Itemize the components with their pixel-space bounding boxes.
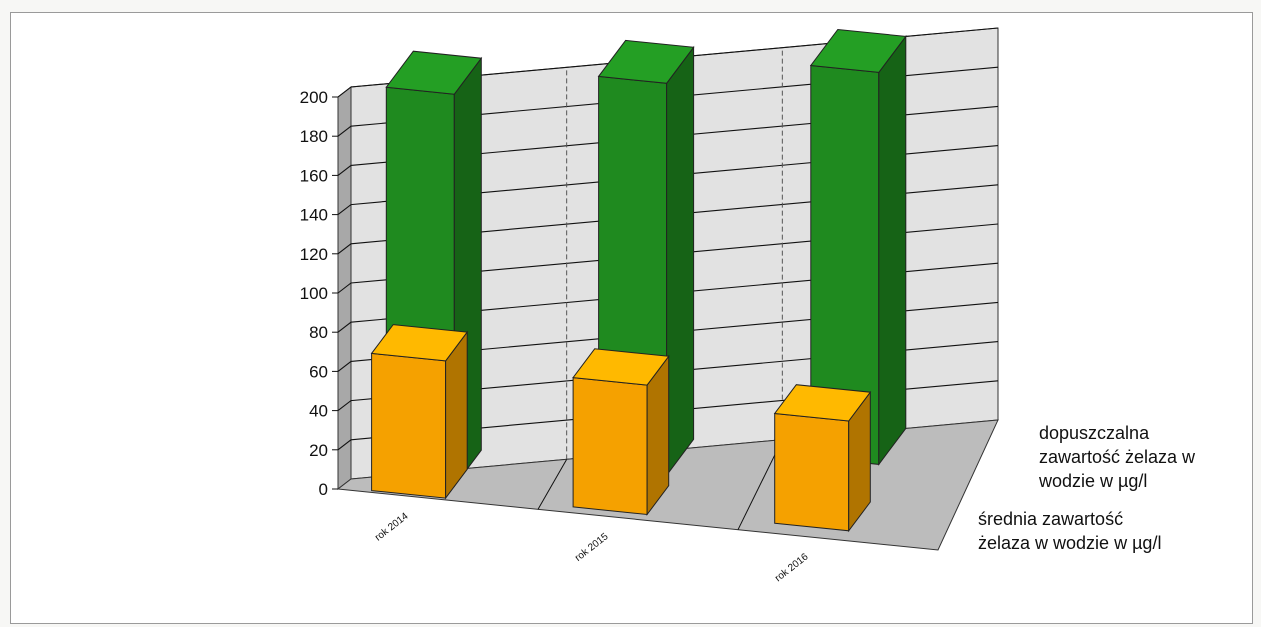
legend-entry: dopuszczalna zawartość żelaza w wodzie w µ… — [1038, 423, 1196, 491]
bar-srednia-0 — [370, 324, 469, 500]
legend-line: średnia zawartość — [978, 509, 1123, 529]
legend-line: zawartość żelaza w — [1039, 447, 1196, 467]
bar-srednia-0-front — [371, 352, 447, 499]
bar-dopuszczalna-2-side — [878, 34, 907, 466]
bar-dopuszczalna-2 — [809, 28, 907, 466]
bar-srednia-2 — [773, 384, 872, 533]
legend-line: wodzie w µg/l — [1038, 471, 1147, 491]
legend-line: żelaza w wodzie w µg/l — [978, 533, 1161, 553]
chart-svg: 0 20 40 60 80 100 120 140 160 180 200 rok 2014 rok … — [300, 27, 1196, 584]
bar-srednia-1-front — [572, 377, 648, 516]
bar-dopuszczalna-1-side — [666, 45, 695, 477]
y-tick-label: 180 — [300, 127, 328, 146]
x-tick-label: rok 2015 — [573, 531, 611, 564]
bar-srednia-1 — [572, 348, 670, 516]
bar-srednia-2-front — [774, 412, 850, 532]
y-axis-ticks: 0 20 40 60 80 100 120 140 160 180 200 — [300, 88, 338, 499]
y-tick-label: 160 — [300, 166, 328, 185]
y-tick-label: 200 — [300, 88, 328, 107]
y-tick-label: 100 — [300, 284, 328, 303]
legend-entry: średnia zawartość żelaza w wodzie w µg/l — [978, 509, 1161, 553]
x-tick-label: rok 2014 — [373, 511, 411, 544]
floor-divider — [537, 459, 568, 510]
y-tick-label: 60 — [309, 362, 328, 381]
bar-srednia-0-top — [370, 324, 469, 362]
bar-dopuszczalna-2-top — [809, 28, 907, 73]
y-tick-label: 120 — [300, 245, 328, 264]
gridline — [337, 301, 999, 372]
bar-srednia-1-top — [572, 348, 670, 386]
gridline — [337, 341, 999, 412]
y-tick-label: 0 — [319, 480, 328, 499]
legend-line: dopuszczalna — [1039, 423, 1150, 443]
bar-dopuszczalna-1-top — [597, 39, 695, 84]
bar-dopuszczalna-0-top — [385, 50, 483, 95]
gridline — [337, 27, 999, 98]
x-tick-label: rok 2016 — [773, 551, 811, 584]
chart-bars — [370, 28, 907, 533]
gridline — [337, 380, 999, 451]
y-tick-label: 80 — [309, 323, 328, 342]
y-tick-label: 40 — [309, 402, 328, 421]
chart-frame: 0 20 40 60 80 100 120 140 160 180 200 rok 2014 rok … — [10, 12, 1253, 624]
chart-gridlines — [337, 27, 999, 530]
y-tick-label: 140 — [300, 206, 328, 225]
y-tick-label: 20 — [309, 441, 328, 460]
bar-srednia-2-top — [773, 384, 872, 422]
chart-legend: dopuszczalna zawartość żelaza w wodzie w µ… — [978, 423, 1196, 553]
